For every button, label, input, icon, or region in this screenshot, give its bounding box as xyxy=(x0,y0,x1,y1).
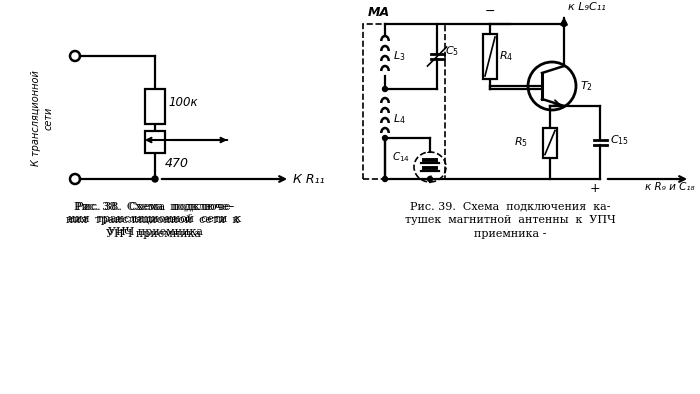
Text: +: + xyxy=(589,182,601,195)
Text: 470: 470 xyxy=(165,157,189,170)
Text: Рис. 38.  Схема  подключе-
ния  трансляционной  сети  к
УНЧ приемника: Рис. 38. Схема подключе- ния трансляцион… xyxy=(66,201,239,239)
Bar xyxy=(145,89,165,123)
Text: к R₉ и C₁₈: к R₉ и C₁₈ xyxy=(645,182,694,192)
Circle shape xyxy=(561,22,566,26)
Bar xyxy=(543,128,557,158)
Text: $C_5$: $C_5$ xyxy=(445,45,459,58)
Text: К R₁₁: К R₁₁ xyxy=(293,173,325,186)
Text: $C_{14}$: $C_{14}$ xyxy=(392,150,410,164)
Text: $R_4$: $R_4$ xyxy=(499,50,513,63)
Circle shape xyxy=(382,177,388,182)
Text: К трансляционной
сети: К трансляционной сети xyxy=(31,70,53,166)
Text: $L_3$: $L_3$ xyxy=(393,49,405,63)
Bar xyxy=(483,34,497,79)
Text: +: + xyxy=(426,174,434,184)
Text: 100к: 100к xyxy=(168,95,197,108)
Circle shape xyxy=(152,176,158,182)
Text: $L_4$: $L_4$ xyxy=(393,112,406,126)
Text: Рис. 38.  Схема  подключе-
ния  трансляционной  сети  к
УНЧ приемника: Рис. 38. Схема подключе- ния трансляцион… xyxy=(69,201,242,238)
Circle shape xyxy=(382,136,388,141)
Text: −: − xyxy=(484,5,496,18)
Text: $T_2$: $T_2$ xyxy=(580,79,593,93)
Text: к L₉C₁₁: к L₉C₁₁ xyxy=(568,2,606,12)
Text: МА: МА xyxy=(368,6,390,19)
Text: $R_5$: $R_5$ xyxy=(514,136,528,149)
Circle shape xyxy=(428,177,433,182)
Bar xyxy=(145,131,165,153)
Text: Рис. 39.  Схема  подключения  ка-
тушек  магнитной  антенны  к  УПЧ
приемника -: Рис. 39. Схема подключения ка- тушек маг… xyxy=(405,201,615,239)
Text: −: − xyxy=(426,148,435,158)
Bar xyxy=(363,24,445,179)
Circle shape xyxy=(382,87,388,91)
Text: $C_{15}$: $C_{15}$ xyxy=(610,134,629,147)
